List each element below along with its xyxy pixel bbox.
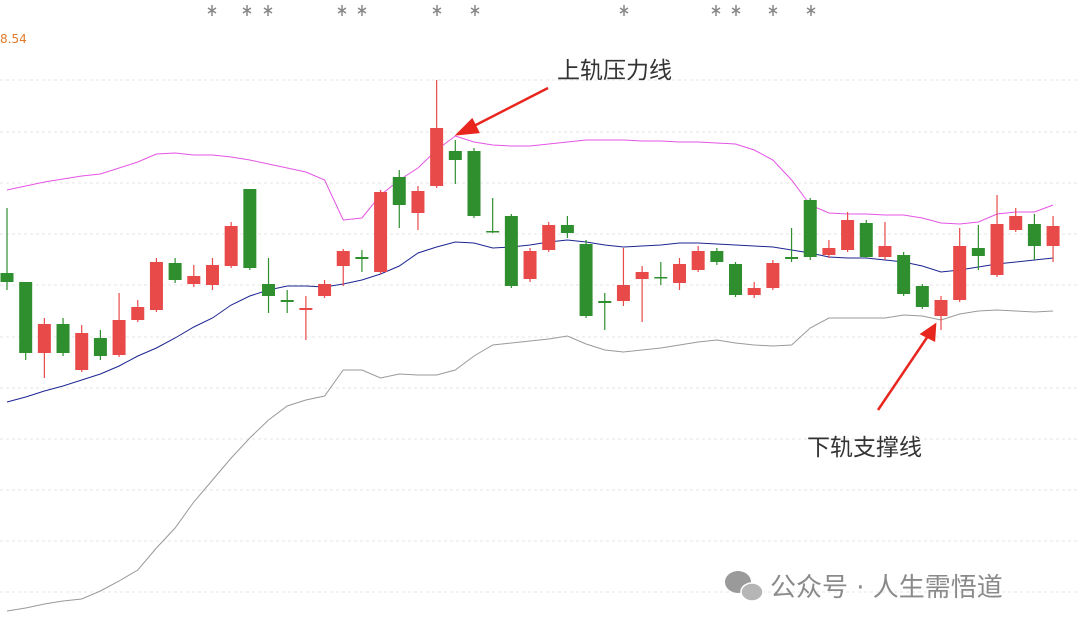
candle-body [990, 224, 1004, 275]
arrow [469, 86, 549, 130]
event-marker [357, 5, 367, 16]
band-line [6, 239, 1054, 403]
watermark: 公众号 · 人生需悟道 [770, 573, 1003, 603]
candle-body [915, 286, 929, 307]
candle-body [374, 192, 388, 272]
candle-body [859, 223, 873, 257]
candle-body [19, 282, 33, 353]
candle-body [971, 248, 985, 256]
candle-body [691, 251, 705, 270]
watermark-icon [725, 571, 764, 602]
candle-body [0, 273, 14, 282]
icon-bubble [740, 582, 764, 602]
candle-body [243, 189, 257, 268]
candle-body [280, 300, 294, 302]
candle-body [131, 307, 145, 320]
candle-body [411, 191, 425, 213]
y-tick-label: 8.54 [0, 32, 27, 46]
candle-body [504, 216, 518, 286]
candle-body [878, 246, 892, 257]
candle-body [710, 251, 724, 262]
candle-body [635, 272, 649, 279]
candle-body [1046, 226, 1060, 246]
candle-body [75, 333, 89, 370]
grid [0, 79, 1080, 593]
event-markers [207, 5, 816, 16]
arrow-head [919, 322, 937, 342]
event-marker [242, 5, 252, 16]
candle-body [56, 324, 70, 353]
candle-body [430, 128, 444, 186]
candle-body [897, 255, 911, 294]
candle-body [467, 151, 481, 216]
candle-body [934, 300, 948, 316]
candle-body [766, 263, 780, 288]
candle-body [579, 244, 593, 316]
arrow-head [454, 117, 480, 136]
candle-body [747, 288, 761, 295]
candle-body [37, 324, 51, 353]
candle-body [299, 308, 313, 310]
event-marker [207, 5, 217, 16]
event-marker [731, 5, 741, 16]
event-marker [619, 5, 629, 16]
candle-body [523, 251, 537, 279]
candle-body [112, 320, 126, 355]
event-marker [337, 5, 347, 16]
candle-body [93, 338, 107, 356]
candle-body [841, 220, 855, 250]
candle-body [486, 231, 500, 233]
candle-body [392, 177, 406, 205]
candle-body [729, 264, 743, 295]
candle-body [598, 301, 612, 303]
event-marker [470, 5, 480, 16]
candle-body [542, 225, 556, 250]
candle-body [318, 284, 332, 296]
candle-body [224, 226, 238, 266]
event-marker [806, 5, 816, 16]
candle-body [616, 285, 630, 301]
annotation: 下轨支撑线 [807, 435, 922, 461]
plot [0, 80, 1060, 612]
candle-body [1009, 216, 1023, 230]
candle-body [149, 262, 163, 310]
event-marker [263, 5, 273, 16]
candle-body [672, 264, 686, 283]
candle-body [336, 251, 350, 266]
candle-body [448, 151, 462, 160]
candle-body [1027, 224, 1041, 246]
candle-body [187, 276, 201, 284]
candle-body [803, 200, 817, 257]
band-line [6, 135, 1054, 225]
event-marker [432, 5, 442, 16]
candle-body [262, 284, 276, 296]
band-line [6, 309, 1054, 612]
candle-body [654, 277, 668, 279]
candle-body [168, 263, 182, 280]
candle-body [953, 246, 967, 300]
arrows [454, 86, 937, 411]
annotation: 上轨压力线 [557, 58, 672, 84]
candle-body [355, 257, 369, 259]
candle-body [560, 225, 574, 233]
event-marker [711, 5, 721, 16]
event-marker [768, 5, 778, 16]
candle-body [822, 248, 836, 255]
arrow [876, 335, 930, 411]
candle-body [785, 257, 799, 259]
candle-body [205, 265, 219, 285]
